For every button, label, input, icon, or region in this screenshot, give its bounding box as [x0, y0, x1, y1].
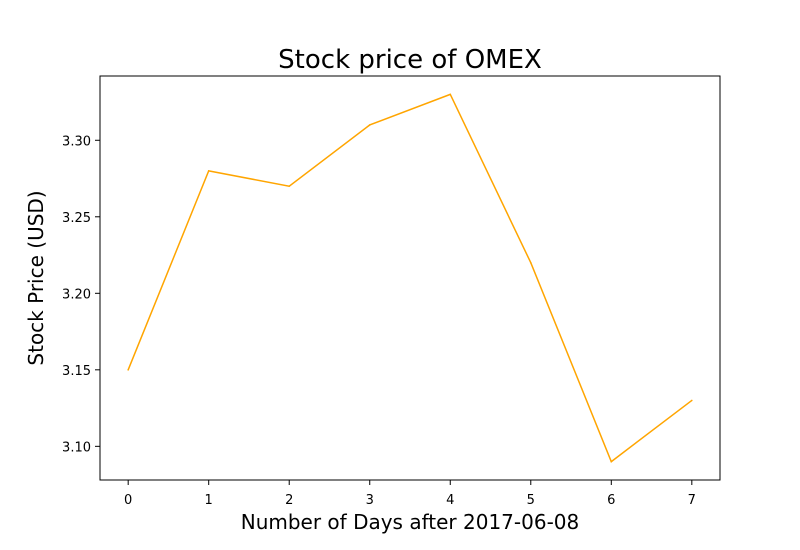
x-tick-label: 0 — [124, 493, 132, 508]
x-tick-label: 2 — [285, 493, 293, 508]
y-axis: 3.10 3.15 3.20 3.25 3.30 — [62, 134, 100, 455]
data-point — [691, 399, 693, 402]
data-point — [288, 185, 291, 187]
series-layer — [127, 93, 693, 463]
y-tick-label: 3.20 — [62, 287, 91, 302]
y-tick-label: 3.10 — [62, 440, 91, 455]
y-tick-label: 3.30 — [62, 134, 91, 149]
x-tick-label: 4 — [446, 493, 454, 508]
y-tick-label: 3.15 — [62, 364, 91, 379]
data-point — [127, 369, 129, 371]
x-axis-label: Number of Days after 2017-06-08 — [241, 510, 580, 534]
x-tick-label: 5 — [527, 493, 535, 508]
data-point — [529, 261, 532, 264]
data-point — [449, 93, 452, 96]
x-tick-label: 7 — [688, 493, 696, 508]
data-point — [610, 460, 613, 463]
series-line — [127, 93, 693, 463]
chart-title: Stock price of OMEX — [278, 45, 542, 75]
plot-area-frame — [99, 75, 721, 481]
y-axis-label: Stock Price (USD) — [24, 190, 48, 365]
x-tick-label: 1 — [205, 493, 213, 508]
x-tick-label: 3 — [366, 493, 374, 508]
x-axis: 0 1 2 3 4 5 6 7 — [124, 480, 696, 508]
y-tick-label: 3.25 — [62, 211, 91, 226]
data-point — [368, 124, 371, 126]
x-tick-label: 6 — [607, 493, 615, 508]
data-point — [207, 170, 210, 172]
